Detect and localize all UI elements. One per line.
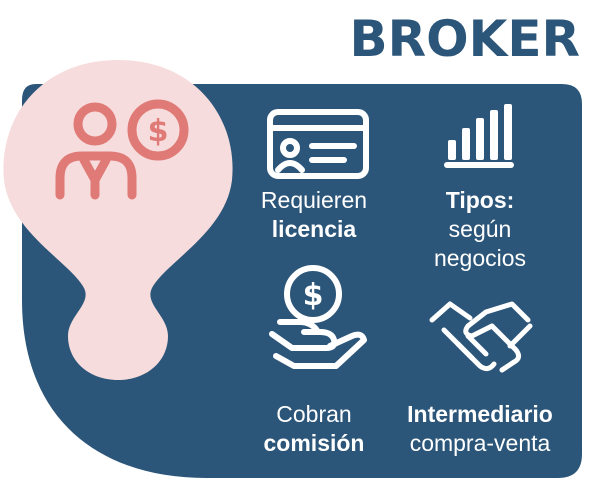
handshake-icon — [429, 301, 533, 373]
item-line-bold: comisión — [263, 430, 365, 456]
money-hand-icon — [269, 265, 367, 369]
pink-pin — [3, 60, 233, 380]
item-comision: Cobran comisión — [204, 400, 424, 458]
user-dollar-icon — [55, 99, 189, 200]
item-line: negocios — [433, 245, 527, 271]
item-line-bold: licencia — [271, 216, 357, 242]
item-line: Cobran — [276, 401, 352, 427]
item-line-bold: Intermediario — [407, 401, 553, 427]
item-line: Requieren — [260, 187, 368, 213]
pin-dollar-sign: $ — [148, 114, 169, 149]
item-tipos: Tipos: según negocios — [370, 186, 590, 273]
item-licencia: Requieren licencia — [204, 186, 424, 244]
coin-dollar-sign: $ — [303, 278, 324, 313]
bar-chart-icon — [444, 104, 514, 168]
item-line-bold: Tipos: — [445, 187, 515, 213]
id-card-icon — [267, 109, 369, 179]
item-line: según — [448, 216, 512, 242]
item-intermediario: Intermediario compra-venta — [370, 400, 590, 458]
item-line: compra-venta — [409, 430, 551, 456]
page-title: BROKER — [349, 10, 580, 68]
